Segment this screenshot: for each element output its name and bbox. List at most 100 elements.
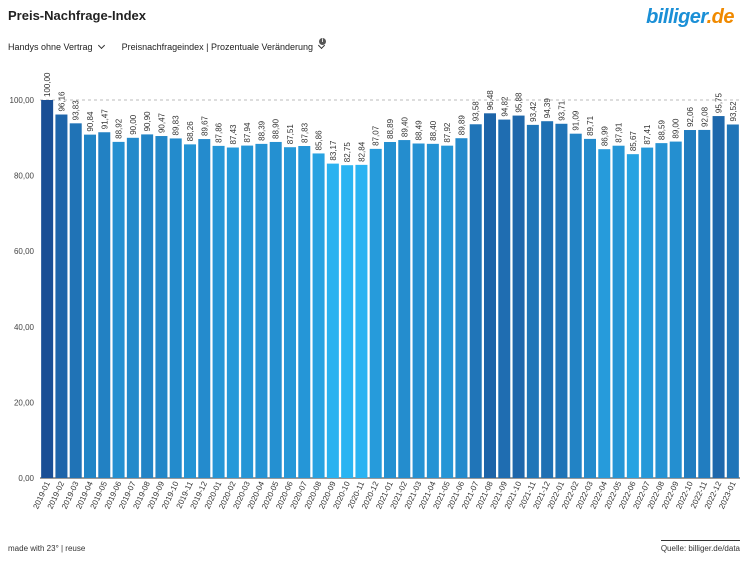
data-label: 92,08: [700, 106, 709, 127]
bar: [112, 141, 125, 479]
bar: [412, 143, 425, 478]
data-label: 85,86: [315, 130, 324, 151]
data-label: 93,42: [529, 101, 538, 122]
bar: [398, 140, 411, 478]
y-tick-label: 100,00: [10, 96, 35, 105]
bar: [626, 154, 639, 478]
data-label: 86,99: [600, 126, 609, 147]
metric-dropdown[interactable]: Preisnachfrageindex | Prozentuale Veränd…: [121, 41, 326, 52]
bar: [341, 165, 354, 478]
bar: [326, 163, 339, 478]
bar: [426, 143, 439, 478]
chart-title: Preis-Nachfrage-Index: [8, 8, 146, 23]
data-label: 87,94: [243, 122, 252, 143]
billiger-logo[interactable]: billiger.de: [646, 6, 734, 29]
y-tick-label: 80,00: [14, 172, 35, 181]
logo-text: billiger: [646, 6, 707, 28]
data-label: 82,84: [357, 141, 366, 162]
bar: [369, 148, 382, 478]
bar: [384, 141, 396, 478]
data-label: 88,49: [415, 120, 424, 141]
data-label: 90,84: [86, 111, 95, 132]
bar: [198, 139, 211, 478]
bar: [669, 141, 682, 478]
bar: [655, 143, 668, 478]
data-label: 88,89: [386, 118, 395, 139]
bar: [684, 130, 696, 479]
bar: [541, 121, 554, 478]
data-label: 87,83: [300, 122, 309, 143]
category-dropdown-label: Handys ohne Vertrag: [8, 42, 93, 52]
bar: [641, 147, 654, 478]
bar: [84, 134, 96, 478]
bar: [598, 149, 611, 478]
bar: [712, 116, 725, 478]
bar: [141, 134, 154, 478]
bar: [726, 124, 739, 479]
data-label: 91,09: [572, 110, 581, 131]
bar: [455, 138, 468, 478]
y-tick-label: 60,00: [14, 247, 35, 256]
bar: [584, 138, 596, 478]
data-label: 92,06: [686, 106, 695, 127]
bar: [498, 119, 511, 479]
bar: [698, 129, 711, 478]
data-label: 89,40: [400, 116, 409, 137]
data-label: 88,39: [257, 120, 266, 141]
bar: [612, 145, 625, 478]
data-label: 83,17: [329, 140, 338, 161]
data-label: 87,43: [229, 124, 238, 145]
bar: [55, 114, 68, 478]
data-label: 94,82: [500, 96, 509, 117]
data-label: 96,16: [57, 91, 66, 112]
data-label: 88,59: [657, 120, 666, 141]
bar: [469, 124, 482, 478]
bar: [441, 145, 454, 478]
data-label: 90,00: [129, 114, 138, 135]
bar: [512, 115, 525, 478]
data-label: 88,90: [272, 118, 281, 139]
made-with-credit[interactable]: made with 23° | reuse: [8, 544, 86, 553]
bar: [484, 113, 496, 478]
y-tick-label: 0,00: [18, 474, 34, 483]
data-label: 88,26: [186, 121, 195, 142]
data-label: 82,75: [343, 142, 352, 163]
data-label: 87,07: [372, 125, 381, 146]
bar: [98, 132, 111, 478]
data-label: 87,91: [615, 122, 624, 143]
data-label: 95,88: [515, 92, 524, 113]
data-label: 91,47: [100, 109, 109, 130]
bar: [355, 164, 368, 478]
bar: [184, 144, 196, 478]
bar: [226, 147, 239, 479]
bar: [526, 124, 539, 478]
data-label: 87,51: [286, 124, 295, 145]
metric-dropdown-label: Preisnachfrageindex | Prozentuale Veränd…: [121, 42, 314, 52]
data-label: 93,52: [729, 101, 738, 122]
data-label: 89,89: [457, 115, 466, 136]
bar: [255, 143, 268, 478]
bar: [284, 147, 296, 478]
bar: [169, 138, 182, 478]
info-icon[interactable]: i: [319, 38, 326, 45]
bar: [569, 133, 582, 478]
bar: [241, 145, 254, 478]
data-label: 89,00: [672, 118, 681, 139]
logo-suffix: .de: [706, 6, 735, 28]
data-label: 100,00: [43, 72, 52, 97]
data-label: 89,83: [172, 115, 181, 136]
category-dropdown[interactable]: Handys ohne Vertrag: [8, 41, 105, 52]
bar: [155, 136, 168, 478]
data-label: 87,86: [215, 122, 224, 143]
data-label: 94,39: [543, 98, 552, 119]
data-label: 85,67: [629, 131, 638, 152]
bar: [212, 145, 225, 478]
data-label: 87,92: [443, 122, 452, 143]
bar: [41, 100, 54, 478]
data-label: 93,71: [557, 100, 566, 121]
data-label: 95,75: [715, 92, 724, 113]
data-label: 96,48: [486, 90, 495, 111]
data-label: 93,83: [72, 100, 81, 121]
source-link[interactable]: Quelle: billiger.de/data: [660, 540, 740, 553]
data-label: 90,47: [157, 112, 166, 133]
